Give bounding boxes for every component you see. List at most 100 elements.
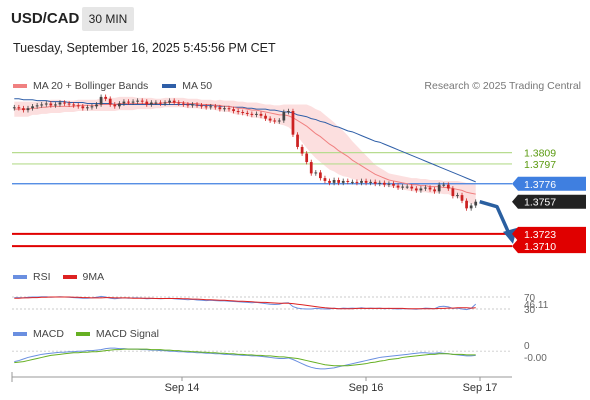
ma20-line bbox=[14, 102, 476, 195]
candle-body bbox=[282, 112, 286, 121]
legend-item-rsi: RSI bbox=[13, 271, 51, 283]
candle-body bbox=[213, 106, 217, 108]
candle-body bbox=[72, 104, 76, 106]
candle-body bbox=[277, 120, 281, 122]
candle-body bbox=[401, 186, 404, 188]
candle-body bbox=[410, 186, 414, 189]
candle-body bbox=[419, 188, 423, 191]
legend-item-macd-signal: MACD Signal bbox=[75, 328, 159, 340]
forecast-arrowhead bbox=[503, 227, 517, 244]
candle-body bbox=[117, 103, 121, 107]
ma20-swatch bbox=[13, 84, 27, 88]
candle-body bbox=[323, 178, 327, 181]
timestamp: Tuesday, September 16, 2025 5:45:56 PM C… bbox=[13, 41, 276, 55]
resistance-label: 1.3809 bbox=[524, 148, 556, 160]
rsi-ma-swatch bbox=[62, 275, 77, 279]
candle-body bbox=[159, 102, 162, 104]
rsi-ma-line bbox=[14, 296, 476, 310]
legend-item-macd: MACD bbox=[13, 328, 64, 340]
candle-body bbox=[31, 106, 34, 109]
candle-body bbox=[149, 102, 153, 105]
support-2-label: 1.3710 bbox=[524, 241, 556, 253]
rsi-value-label: 46.11 bbox=[524, 300, 549, 311]
pivot-tag bbox=[512, 176, 586, 191]
interval-button[interactable]: 30 MIN bbox=[82, 7, 134, 31]
forecast-arrow bbox=[479, 200, 512, 237]
ma50-swatch bbox=[162, 84, 177, 88]
rsi-30-label: 30 bbox=[524, 305, 536, 316]
candle-body bbox=[232, 109, 235, 112]
candle-body bbox=[67, 103, 71, 105]
candle-body bbox=[469, 205, 473, 209]
macd-swatch bbox=[13, 332, 27, 336]
candle-body bbox=[209, 106, 213, 108]
candle-body bbox=[177, 102, 181, 104]
candle-body bbox=[172, 100, 176, 103]
macd-label: MACD bbox=[33, 328, 64, 340]
rsi-ma-label: 9MA bbox=[82, 271, 105, 283]
candle-body bbox=[200, 105, 203, 107]
candle-body bbox=[314, 172, 318, 174]
candle-body bbox=[255, 113, 258, 115]
candle-body bbox=[227, 108, 231, 110]
candle-body bbox=[49, 103, 53, 106]
candle-body bbox=[35, 105, 39, 107]
candle-body bbox=[122, 101, 126, 104]
candle-body bbox=[26, 108, 30, 111]
rsi-line bbox=[14, 295, 477, 311]
candle-body bbox=[382, 182, 386, 185]
candle-body bbox=[168, 100, 171, 103]
candle-body bbox=[136, 100, 140, 102]
macd-line bbox=[14, 347, 476, 370]
candle-body bbox=[437, 184, 441, 192]
bollinger-band-fill bbox=[14, 96, 476, 205]
candle-body bbox=[337, 180, 341, 183]
candle-body bbox=[414, 188, 418, 191]
candle-body bbox=[259, 113, 263, 116]
candle-body bbox=[442, 184, 446, 186]
chart-header: USD/CAD 30 MIN bbox=[0, 0, 590, 38]
candle-body bbox=[387, 183, 391, 185]
candle-body bbox=[456, 195, 459, 197]
candle-body bbox=[250, 113, 254, 115]
candle-body bbox=[40, 104, 44, 106]
candle-body bbox=[127, 101, 130, 103]
candle-body bbox=[319, 172, 322, 179]
rsi-label: RSI bbox=[33, 271, 51, 283]
candle-body bbox=[392, 183, 395, 186]
candle-body bbox=[446, 184, 450, 189]
candle-body bbox=[204, 106, 208, 108]
candle-body bbox=[378, 182, 382, 184]
candle-body bbox=[360, 180, 363, 183]
candle-body bbox=[140, 100, 144, 102]
candle-body bbox=[86, 107, 89, 109]
candle-body bbox=[305, 153, 309, 163]
candle-body bbox=[236, 111, 240, 113]
candle-body bbox=[350, 181, 354, 183]
pivot-label: 1.3776 bbox=[524, 179, 556, 191]
support-1-tag bbox=[512, 226, 586, 241]
legend-item-ma50: MA 50 bbox=[162, 80, 212, 92]
candle-body bbox=[405, 186, 409, 188]
macd-value-label: -0.00 bbox=[524, 353, 547, 364]
macd-signal-line bbox=[14, 348, 476, 367]
candle-body bbox=[223, 108, 226, 110]
research-credit: Research © 2025 Trading Central bbox=[424, 80, 581, 92]
ma20-label: MA 20 + Bollinger Bands bbox=[33, 80, 149, 92]
candle-body bbox=[113, 104, 117, 107]
candle-body bbox=[433, 189, 436, 192]
candle-body bbox=[424, 187, 427, 189]
candle-body bbox=[396, 185, 400, 188]
main-legend: MA 20 + Bollinger Bands MA 50 bbox=[13, 80, 226, 92]
candle-body bbox=[12, 107, 16, 109]
candle-body bbox=[451, 188, 455, 197]
candle-body bbox=[54, 104, 57, 106]
candle-body bbox=[22, 108, 25, 111]
support-2-tag bbox=[512, 239, 586, 254]
rsi-swatch bbox=[13, 275, 27, 279]
last-price-tag bbox=[512, 194, 586, 209]
macd-legend: MACD MACD Signal bbox=[13, 328, 171, 340]
candle-body bbox=[264, 115, 267, 119]
candle-body bbox=[218, 107, 222, 110]
